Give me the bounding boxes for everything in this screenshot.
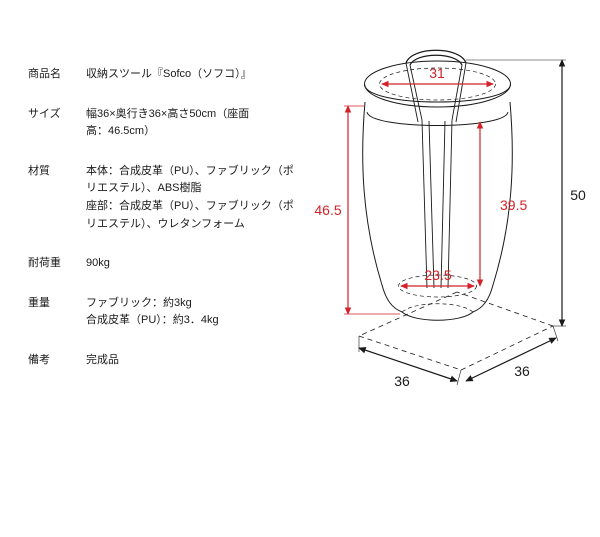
spec-table: 商品名 収納スツール『Sofco（ソフコ）』 サイズ 幅36×奥行き36×高さ5… <box>28 66 308 392</box>
spec-value: 90kg <box>86 255 308 273</box>
spec-row-weight: 重量 ファブリック：約3kg 合成皮革（PU）：約3．4kg <box>28 295 308 330</box>
spec-value: 完成品 <box>86 352 308 370</box>
spec-row-load: 耐荷重 90kg <box>28 255 308 273</box>
dimensions-red <box>344 84 493 314</box>
spec-row-name: 商品名 収納スツール『Sofco（ソフコ）』 <box>28 66 308 84</box>
svg-text:36: 36 <box>394 373 410 389</box>
spec-row-size: サイズ 幅36×奥行き36×高さ50cm（座面 高：46.5cm） <box>28 106 308 141</box>
dim-text-red: 31 46.5 39.5 23.5 <box>314 65 527 283</box>
svg-text:31: 31 <box>429 65 445 81</box>
svg-text:36: 36 <box>514 363 530 379</box>
dimensions-black <box>359 60 566 385</box>
spec-label: 商品名 <box>28 66 86 84</box>
spec-label: 備考 <box>28 352 86 370</box>
spec-label: 材質 <box>28 163 86 233</box>
svg-text:46.5: 46.5 <box>314 202 341 218</box>
svg-text:50: 50 <box>570 187 586 203</box>
svg-text:39.5: 39.5 <box>500 197 527 213</box>
dimension-diagram: 31 46.5 39.5 23.5 50 36 36 <box>310 30 590 400</box>
spec-label: サイズ <box>28 106 86 141</box>
spec-value: ファブリック：約3kg 合成皮革（PU）：約3．4kg <box>86 295 308 330</box>
dim-text-black: 50 36 36 <box>394 187 586 389</box>
spec-label: 重量 <box>28 295 86 330</box>
spec-row-material: 材質 本体：合成皮革（PU）、ファブリック（ポ リエステル）、ABS樹脂 座部：… <box>28 163 308 233</box>
svg-text:23.5: 23.5 <box>424 267 451 283</box>
spec-value: 幅36×奥行き36×高さ50cm（座面 高：46.5cm） <box>86 106 308 141</box>
spec-label: 耐荷重 <box>28 255 86 273</box>
spec-value: 本体：合成皮革（PU）、ファブリック（ポ リエステル）、ABS樹脂 座部：合成皮… <box>86 163 308 233</box>
spec-row-note: 備考 完成品 <box>28 352 308 370</box>
stool-outline <box>359 50 553 370</box>
spec-value: 収納スツール『Sofco（ソフコ）』 <box>86 66 308 84</box>
